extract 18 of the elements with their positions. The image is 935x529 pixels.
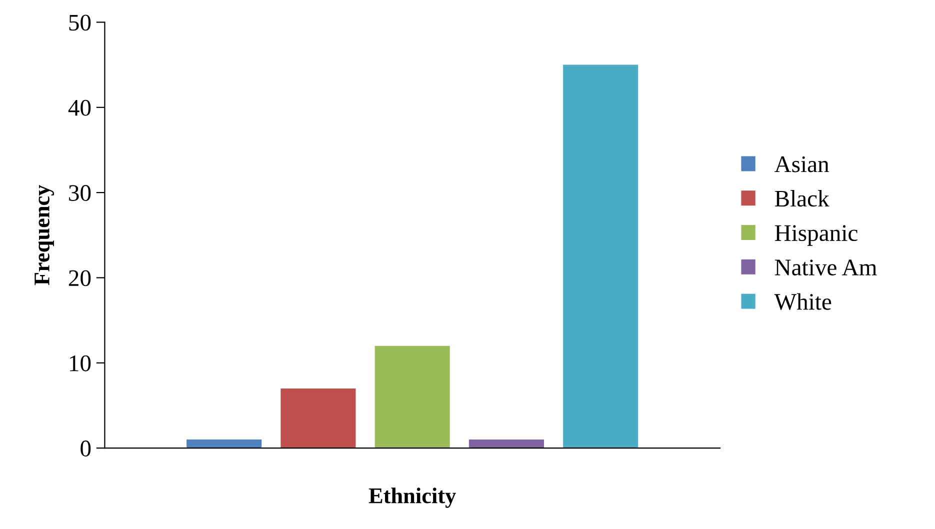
legend-label: Black [774,190,830,207]
bar [563,64,638,448]
y-tick-label: 40 [68,100,91,116]
legend-label: Asian [774,156,829,172]
y-tick-label: 30 [69,185,91,201]
y-tick-label: 50 [69,14,91,31]
bar [280,388,356,448]
legend-label: Hispanic [774,225,858,246]
y-tick-label: 0 [80,440,91,456]
legend-label: Native Am [774,260,877,276]
legend-label: White [774,293,832,310]
bar [186,440,262,448]
y-tick-label: 10 [70,355,91,372]
x-axis-title: Ethnicity [368,488,456,508]
bar [468,440,544,448]
bar [374,346,450,448]
y-axis-title: Frequency [34,184,54,286]
y-tick-label: 20 [68,270,91,286]
